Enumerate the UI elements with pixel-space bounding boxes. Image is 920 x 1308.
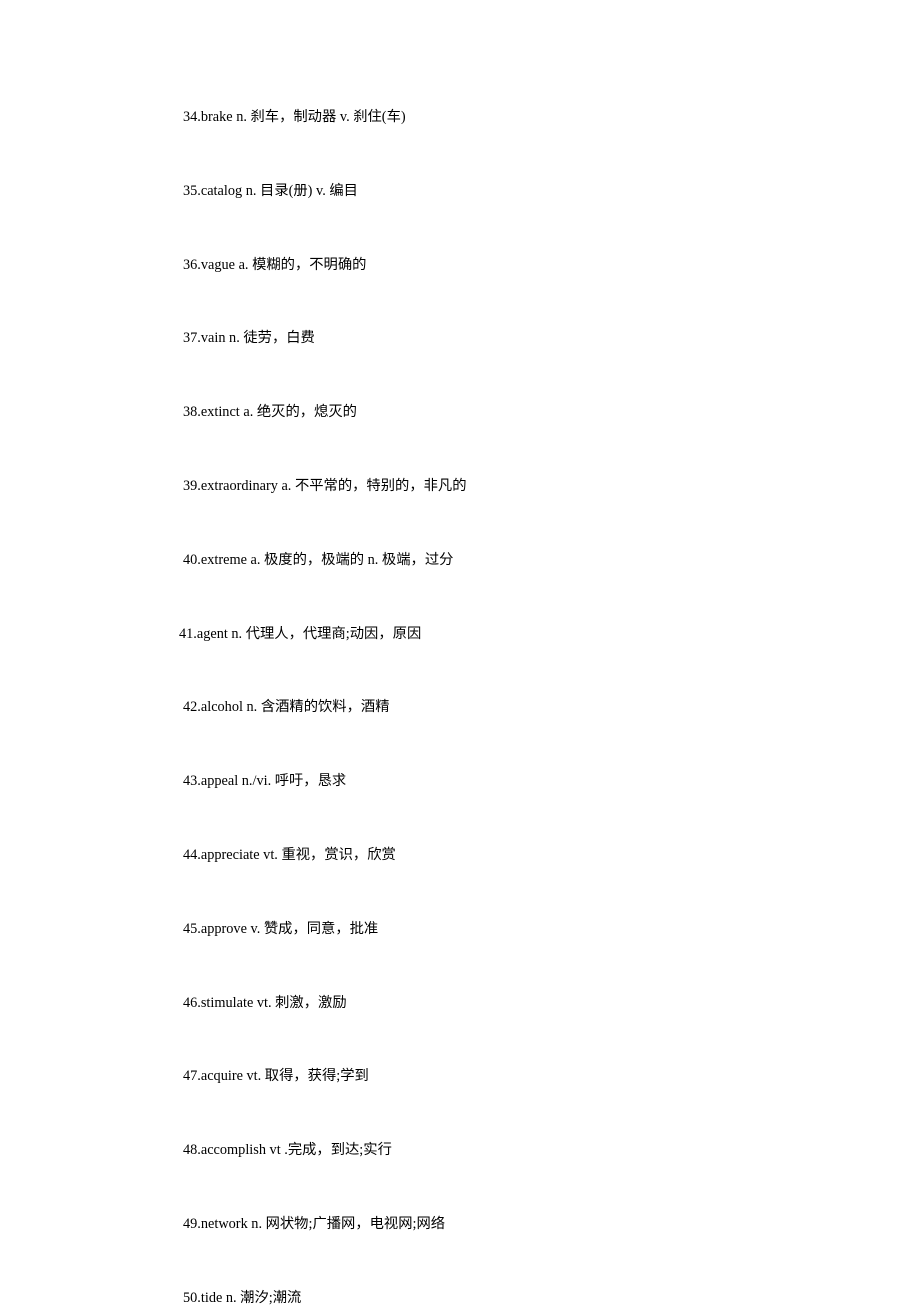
- entry-text: 34.brake n. 刹车，制动器 v. 刹住(车): [183, 109, 406, 125]
- entry-text: 49.network n. 网状物;广播网，电视网;网络: [183, 1216, 445, 1232]
- vocabulary-list: 34.brake n. 刹车，制动器 v. 刹住(车) 35.catalog n…: [183, 108, 783, 1308]
- vocab-entry-40: 40.extreme a. 极度的，极端的 n. 极端，过分: [183, 551, 783, 570]
- vocab-entry-48: 48.accomplish vt .完成，到达;实行: [183, 1141, 783, 1160]
- vocab-entry-34: 34.brake n. 刹车，制动器 v. 刹住(车): [183, 108, 783, 127]
- vocab-entry-44: 44.appreciate vt. 重视，赏识，欣赏: [183, 846, 783, 865]
- vocab-entry-45: 45.approve v. 赞成，同意，批准: [183, 920, 783, 939]
- entry-text: 46.stimulate vt. 刺激，激励: [183, 995, 347, 1011]
- entry-text: 39.extraordinary a. 不平常的，特别的，非凡的: [183, 478, 467, 494]
- entry-text: 40.extreme a. 极度的，极端的 n. 极端，过分: [183, 552, 453, 568]
- vocab-entry-50: 50.tide n. 潮汐;潮流: [183, 1289, 783, 1308]
- entry-text: 47.acquire vt. 取得，获得;学到: [183, 1068, 369, 1084]
- vocab-entry-43: 43.appeal n./vi. 呼吁，恳求: [183, 772, 783, 791]
- vocab-entry-39: 39.extraordinary a. 不平常的，特别的，非凡的: [183, 477, 783, 496]
- entry-text: 45.approve v. 赞成，同意，批准: [183, 921, 378, 937]
- entry-text: 50.tide n. 潮汐;潮流: [183, 1290, 301, 1306]
- vocab-entry-36: 36.vague a. 模糊的，不明确的: [183, 256, 783, 275]
- vocab-entry-47: 47.acquire vt. 取得，获得;学到: [183, 1067, 783, 1086]
- vocab-entry-37: 37.vain n. 徒劳，白费: [183, 329, 783, 348]
- entry-text: 42.alcohol n. 含酒精的饮料，酒精: [183, 699, 390, 715]
- entry-text: 38.extinct a. 绝灭的，熄灭的: [183, 404, 357, 420]
- entry-text: 44.appreciate vt. 重视，赏识，欣赏: [183, 847, 396, 863]
- vocab-entry-35: 35.catalog n. 目录(册) v. 编目: [183, 182, 783, 201]
- vocab-entry-46: 46.stimulate vt. 刺激，激励: [183, 994, 783, 1013]
- entry-text: 48.accomplish vt .完成，到达;实行: [183, 1142, 392, 1158]
- entry-text: 35.catalog n. 目录(册) v. 编目: [183, 183, 358, 199]
- vocab-entry-41: 41.agent n. 代理人，代理商;动因，原因: [179, 625, 783, 644]
- vocab-entry-38: 38.extinct a. 绝灭的，熄灭的: [183, 403, 783, 422]
- vocab-entry-42: 42.alcohol n. 含酒精的饮料，酒精: [183, 698, 783, 717]
- entry-text: 37.vain n. 徒劳，白费: [183, 330, 315, 346]
- entry-text: 36.vague a. 模糊的，不明确的: [183, 257, 366, 273]
- vocab-entry-49: 49.network n. 网状物;广播网，电视网;网络: [183, 1215, 783, 1234]
- entry-text: 41.agent n. 代理人，代理商;动因，原因: [179, 626, 421, 642]
- entry-text: 43.appeal n./vi. 呼吁，恳求: [183, 773, 346, 789]
